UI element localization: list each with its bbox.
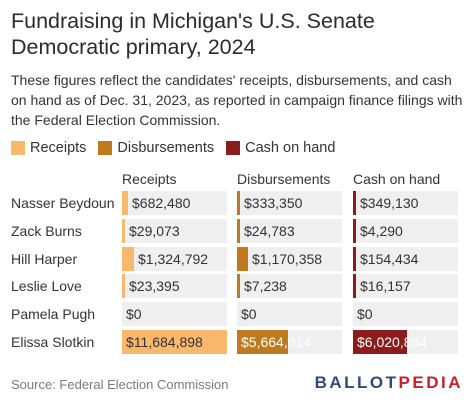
value-label-receipts: $682,480: [132, 195, 191, 211]
cell-background: [237, 246, 342, 271]
value-label-disbursements: $7,238: [244, 278, 287, 295]
bar-disbursements-zack-burns: [237, 218, 240, 243]
cell-background: [237, 218, 342, 243]
bar-disbursements-nasser-beydoun: [237, 191, 240, 215]
value-label-disbursements: $333,350: [244, 195, 303, 211]
value-label-cash-on-hand: $0: [357, 306, 373, 323]
cell-background: [353, 246, 458, 271]
value-label-receipts: $23,395: [129, 278, 180, 295]
value-label-disbursements: $1,170,358: [252, 250, 323, 267]
legend-item-receipts: Receipts: [11, 140, 86, 156]
cell-background: [122, 246, 227, 271]
value-label-disbursements: $5,664,014: [241, 334, 312, 350]
bar-receipts-hill-harper: [122, 246, 134, 271]
legend-swatch-receipts: [11, 141, 25, 155]
cell-background: [353, 274, 458, 299]
chart-subtitle: These figures reflect the candidates' re…: [11, 72, 463, 128]
cell-background: [353, 218, 458, 243]
logo-main-text: BALLOT: [314, 373, 399, 392]
legend-swatch-disbursements: [98, 141, 113, 155]
bar-receipts-leslie-love: [122, 274, 125, 299]
legend: Receipts Disbursements Cash on hand: [11, 139, 347, 157]
value-label-cash-on-hand: $154,434: [360, 250, 419, 267]
bar-receipts-zack-burns: [122, 218, 125, 243]
cell-background: [353, 302, 458, 327]
bar-cash-on-hand-elissa-slotkin: [353, 330, 407, 354]
cell-background: [122, 218, 227, 243]
cell-background: [122, 274, 227, 299]
value-label-disbursements: $0: [241, 306, 257, 323]
value-label-cash-on-hand: $16,157: [360, 278, 411, 295]
row-label-pamela-pugh: Pamela Pugh: [11, 306, 96, 323]
row-label-elissa-slotkin: Elissa Slotkin: [11, 334, 95, 350]
row-label-hill-harper: Hill Harper: [11, 250, 78, 267]
value-label-cash-on-hand: $349,130: [360, 195, 419, 211]
logo-accent-text: PEDIA: [398, 373, 463, 392]
column-header-receipts: Receipts: [122, 171, 177, 187]
legend-label-receipts: Receipts: [30, 140, 87, 156]
bar-disbursements-hill-harper: [237, 246, 248, 271]
value-label-receipts: $1,324,792: [138, 250, 209, 267]
ballotpedia-logo: BALLOTPEDIA: [315, 373, 463, 393]
column-header-disbursements: Disbursements: [237, 171, 331, 187]
legend-label-disbursements: Disbursements: [117, 140, 215, 156]
bar-cash-on-hand-nasser-beydoun: [353, 191, 356, 215]
cell-background: [353, 191, 458, 215]
value-label-receipts: $29,073: [129, 222, 180, 239]
cell-background: [237, 274, 342, 299]
chart-title: Fundraising in Michigan's U.S. Senate De…: [11, 9, 375, 59]
bar-disbursements-elissa-slotkin: [237, 330, 288, 354]
legend-swatch-cash-on-hand: [226, 141, 241, 155]
row-label-zack-burns: Zack Burns: [11, 222, 82, 239]
source-note: Source: Federal Election Commission: [11, 377, 229, 392]
value-label-cash-on-hand: $4,290: [360, 222, 403, 239]
bar-cash-on-hand-hill-harper: [353, 246, 356, 271]
bar-cash-on-hand-zack-burns: [353, 218, 356, 243]
column-header-cash-on-hand: Cash on hand: [353, 171, 441, 187]
row-label-nasser-beydoun: Nasser Beydoun: [11, 195, 115, 211]
bar-receipts-nasser-beydoun: [122, 191, 128, 215]
cell-background: [122, 191, 227, 215]
legend-label-cash-on-hand: Cash on hand: [245, 140, 336, 156]
value-label-receipts: $0: [126, 306, 142, 323]
legend-item-cash-on-hand: Cash on hand: [226, 140, 335, 156]
value-label-receipts: $11,684,898: [126, 334, 203, 350]
row-label-leslie-love: Leslie Love: [11, 278, 82, 295]
cell-background: [122, 302, 227, 327]
legend-item-disbursements: Disbursements: [98, 140, 214, 156]
bar-disbursements-leslie-love: [237, 274, 240, 299]
value-label-disbursements: $24,783: [244, 222, 295, 239]
value-label-cash-on-hand: $6,020,884: [357, 334, 428, 350]
cell-background: [237, 191, 342, 215]
bar-cash-on-hand-leslie-love: [353, 274, 356, 299]
bar-receipts-elissa-slotkin: [122, 330, 227, 354]
cell-background: [237, 302, 342, 327]
